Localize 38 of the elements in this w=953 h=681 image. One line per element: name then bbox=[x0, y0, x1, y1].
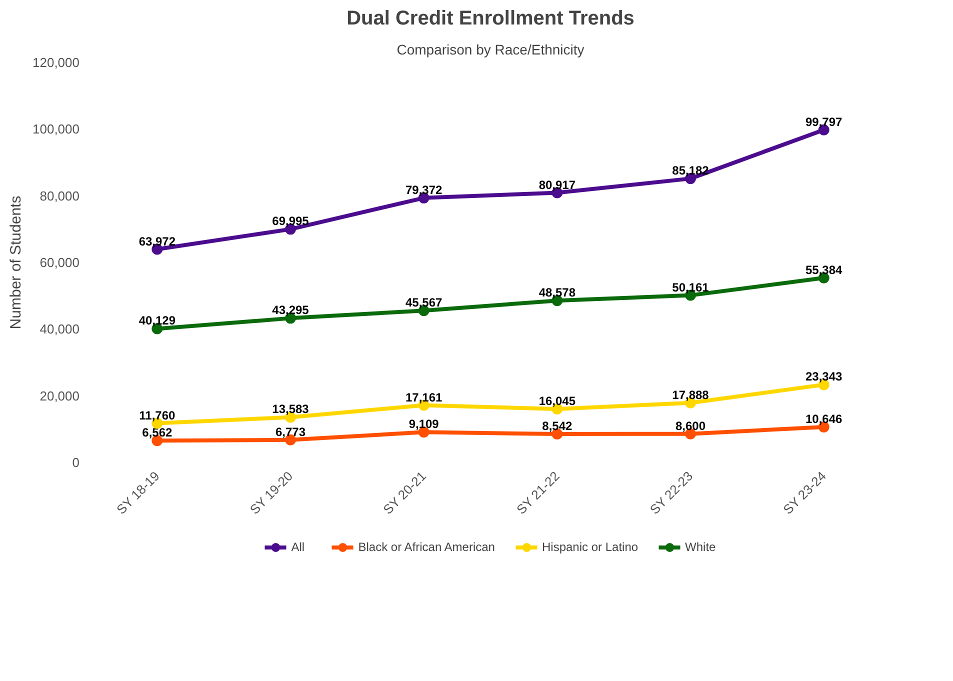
legend-label: Hispanic or Latino bbox=[542, 540, 638, 554]
data-label: 50,161 bbox=[672, 280, 710, 294]
data-label: 79,372 bbox=[405, 182, 443, 197]
data-label: 9,109 bbox=[408, 417, 440, 432]
data-label: 8,542 bbox=[542, 419, 573, 434]
chart-title: Dual Credit Enrollment Trends bbox=[346, 8, 634, 30]
y-tick-label: 60,000 bbox=[40, 255, 80, 270]
data-label: 43,295 bbox=[272, 303, 310, 318]
data-label: 69,995 bbox=[272, 214, 310, 228]
data-label: 23,343 bbox=[805, 370, 843, 384]
y-tick-label: 100,000 bbox=[32, 122, 80, 137]
data-label: 80,917 bbox=[538, 178, 576, 192]
data-label: 8,600 bbox=[675, 418, 706, 433]
data-label: 6,773 bbox=[275, 424, 306, 439]
y-axis-title: Number of Students bbox=[8, 196, 25, 330]
y-tick-label: 40,000 bbox=[40, 322, 80, 337]
data-label: 17,161 bbox=[405, 390, 443, 404]
data-label: 85,182 bbox=[672, 164, 710, 178]
data-label: 45,567 bbox=[405, 296, 443, 310]
y-tick-label: 120,000 bbox=[32, 55, 80, 70]
data-label: 55,384 bbox=[805, 262, 843, 277]
chart-subtitle: Comparison by Race/Ethnicity bbox=[396, 42, 584, 58]
data-label: 11,760 bbox=[139, 408, 176, 422]
data-label: 63,972 bbox=[138, 234, 176, 248]
data-label: 16,045 bbox=[538, 394, 576, 408]
legend-label: White bbox=[685, 540, 716, 554]
data-label: 10,646 bbox=[805, 412, 843, 426]
data-label: 6,562 bbox=[142, 426, 173, 440]
legend-label: All bbox=[291, 540, 306, 554]
y-tick-label: 80,000 bbox=[40, 188, 80, 204]
data-label: 99,797 bbox=[805, 114, 843, 129]
data-label: 40,129 bbox=[138, 314, 176, 328]
y-tick-label: 0 bbox=[72, 455, 80, 470]
y-tick-label: 20,000 bbox=[40, 388, 80, 404]
data-label: 17,888 bbox=[672, 388, 710, 402]
legend-label: Black or African American bbox=[358, 540, 495, 554]
data-label: 48,578 bbox=[538, 286, 576, 300]
data-label: 13,583 bbox=[272, 402, 310, 416]
